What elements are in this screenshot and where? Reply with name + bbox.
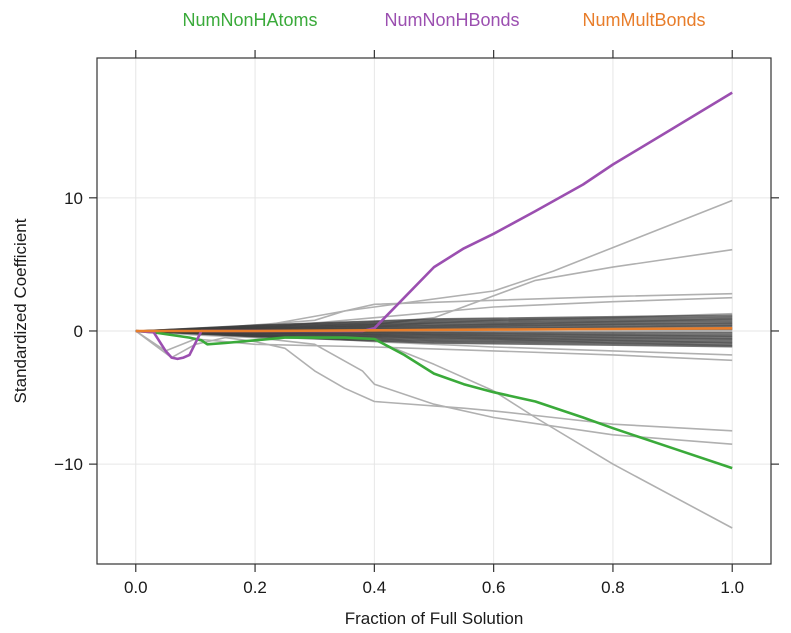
grid [97,58,771,564]
background-series-group [135,199,733,529]
x-tick-label: 1.0 [720,578,744,597]
background-series-line-16 [135,330,733,445]
axis-ticks [89,50,779,572]
legend-entry-NumNonHBonds: NumNonHBonds [384,10,519,30]
series-line-NumNonHAtoms [135,329,733,470]
y-axis-title: Standardized Coefficient [11,218,30,403]
plot-frame [96,57,772,565]
background-series-bundle-line [135,314,733,332]
background-series-line-14 [135,330,733,362]
x-tick-label: 0.6 [482,578,506,597]
x-tick-label: 0.0 [124,578,148,597]
y-tick-label: 10 [64,189,83,208]
x-axis-title: Fraction of Full Solution [345,609,524,628]
series-line-NumMultBonds [135,327,733,333]
background-series-line-17 [135,330,733,529]
x-tick-label: 0.2 [243,578,267,597]
x-tick-label: 0.4 [363,578,387,597]
y-tick-label: −10 [54,455,83,474]
y-tick-label: 0 [74,322,83,341]
highlighted-series-group [135,91,733,470]
axis-tick-labels: 0.0 0.2 0.4 0.6 0.8 1.0 −10 0 10 [54,189,744,597]
legend-entry-NumMultBonds: NumMultBonds [582,10,705,30]
x-tick-label: 0.8 [601,578,625,597]
legend: NumNonHAtoms NumNonHBonds NumMultBonds [182,10,705,30]
legend-entry-NumNonHAtoms: NumNonHAtoms [182,10,317,30]
